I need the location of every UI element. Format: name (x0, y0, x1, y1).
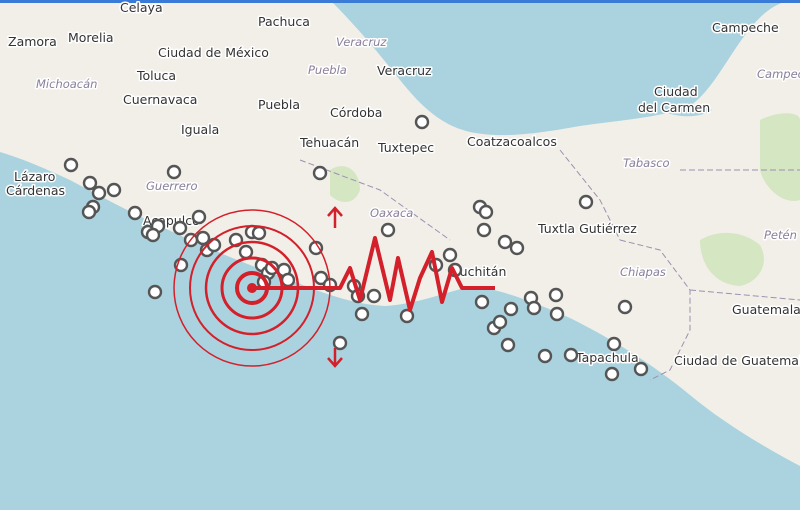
place-label: Tehuacán (299, 135, 359, 150)
quake-marker (633, 361, 649, 377)
pacific (0, 152, 800, 510)
quake-marker (91, 185, 107, 201)
quake-marker (354, 306, 370, 322)
place-label: Toluca (136, 68, 176, 83)
place-label: Ciudad de México (158, 45, 269, 60)
quake-marker (172, 220, 188, 236)
place-label: Michoacán (36, 77, 97, 91)
labels: Celaya Pachuca Zamora Morelia Ciudad de Méxi… (5, 0, 800, 370)
place-label: Cárdenas (6, 183, 65, 198)
place-label: Chiapas (620, 265, 666, 279)
place-label: Tapachula (575, 350, 639, 365)
place-label: Lázaro (14, 169, 55, 184)
place-label: Veracruz (377, 63, 432, 78)
place-label: Oaxaca (370, 206, 413, 220)
quake-marker (537, 348, 553, 364)
place-label: Campeche (757, 67, 800, 81)
lagoon (665, 105, 712, 117)
quake-marker (145, 227, 161, 243)
quake-marker (497, 234, 513, 250)
quake-marker (578, 194, 594, 210)
quake-marker (380, 222, 396, 238)
place-label: Zamora (8, 34, 57, 49)
quake-marker (604, 366, 620, 382)
place-label: Puebla (258, 97, 300, 112)
quake-marker (509, 240, 525, 256)
quake-marker (127, 205, 143, 221)
quake-marker (280, 272, 296, 288)
place-label: Celaya (120, 0, 163, 15)
place-label: Morelia (68, 30, 114, 45)
quake-marker (166, 164, 182, 180)
quake-marker (106, 182, 122, 198)
place-label: Coatzacoalcos (467, 134, 557, 149)
quake-marker (414, 114, 430, 130)
quake-marker (617, 299, 633, 315)
quake-marker (312, 165, 328, 181)
quake-marker (549, 306, 565, 322)
quake-marker (63, 157, 79, 173)
quake-marker (548, 287, 564, 303)
place-label: Veracruz (336, 35, 387, 49)
quake-marker (492, 314, 508, 330)
place-label: Iguala (181, 122, 219, 137)
quake-marker (366, 288, 382, 304)
place-label: Córdoba (330, 105, 382, 120)
quake-marker (478, 204, 494, 220)
place-label: Juchitán (455, 264, 506, 279)
place-label: Pachuca (258, 14, 310, 29)
quake-marker (251, 225, 267, 241)
quake-marker (563, 347, 579, 363)
gulf (330, 0, 790, 136)
quake-marker (500, 337, 516, 353)
place-label: Puebla (308, 63, 347, 77)
quake-marker (476, 222, 492, 238)
quake-marker (442, 247, 458, 263)
top-bar (0, 0, 800, 3)
place-label: Petén (764, 228, 797, 242)
quake-marker (81, 204, 97, 220)
quake-marker (206, 237, 222, 253)
quake-marker (313, 270, 329, 286)
quake-marker (526, 300, 542, 316)
borders (299, 149, 800, 381)
quake-marker (147, 284, 163, 300)
place-label: Ciudad (654, 84, 698, 99)
place-label: Cuernavaca (123, 92, 197, 107)
quake-marker (606, 336, 622, 352)
place-label: Tuxtla Gutiérrez (537, 221, 637, 236)
quake-marker (399, 308, 415, 324)
quake-marker (82, 175, 98, 191)
place-label: Tuxtepec (377, 140, 434, 155)
quake-marker (191, 209, 207, 225)
green-area (330, 113, 800, 286)
place-label: Guerrero (146, 179, 198, 193)
place-label: Guatemala (732, 302, 800, 317)
quake-marker (503, 301, 519, 317)
place-label: Campeche (712, 20, 779, 35)
place-label: Ciudad de Guatemala (674, 353, 800, 368)
place-label: Tabasco (623, 156, 670, 170)
place-label: del Carmen (638, 100, 710, 115)
quake-marker (308, 240, 324, 256)
quake-marker (238, 244, 254, 260)
quake-marker (332, 335, 348, 351)
quake-marker (474, 294, 490, 310)
quake-marker (195, 230, 211, 246)
quake-icon (173, 206, 495, 368)
